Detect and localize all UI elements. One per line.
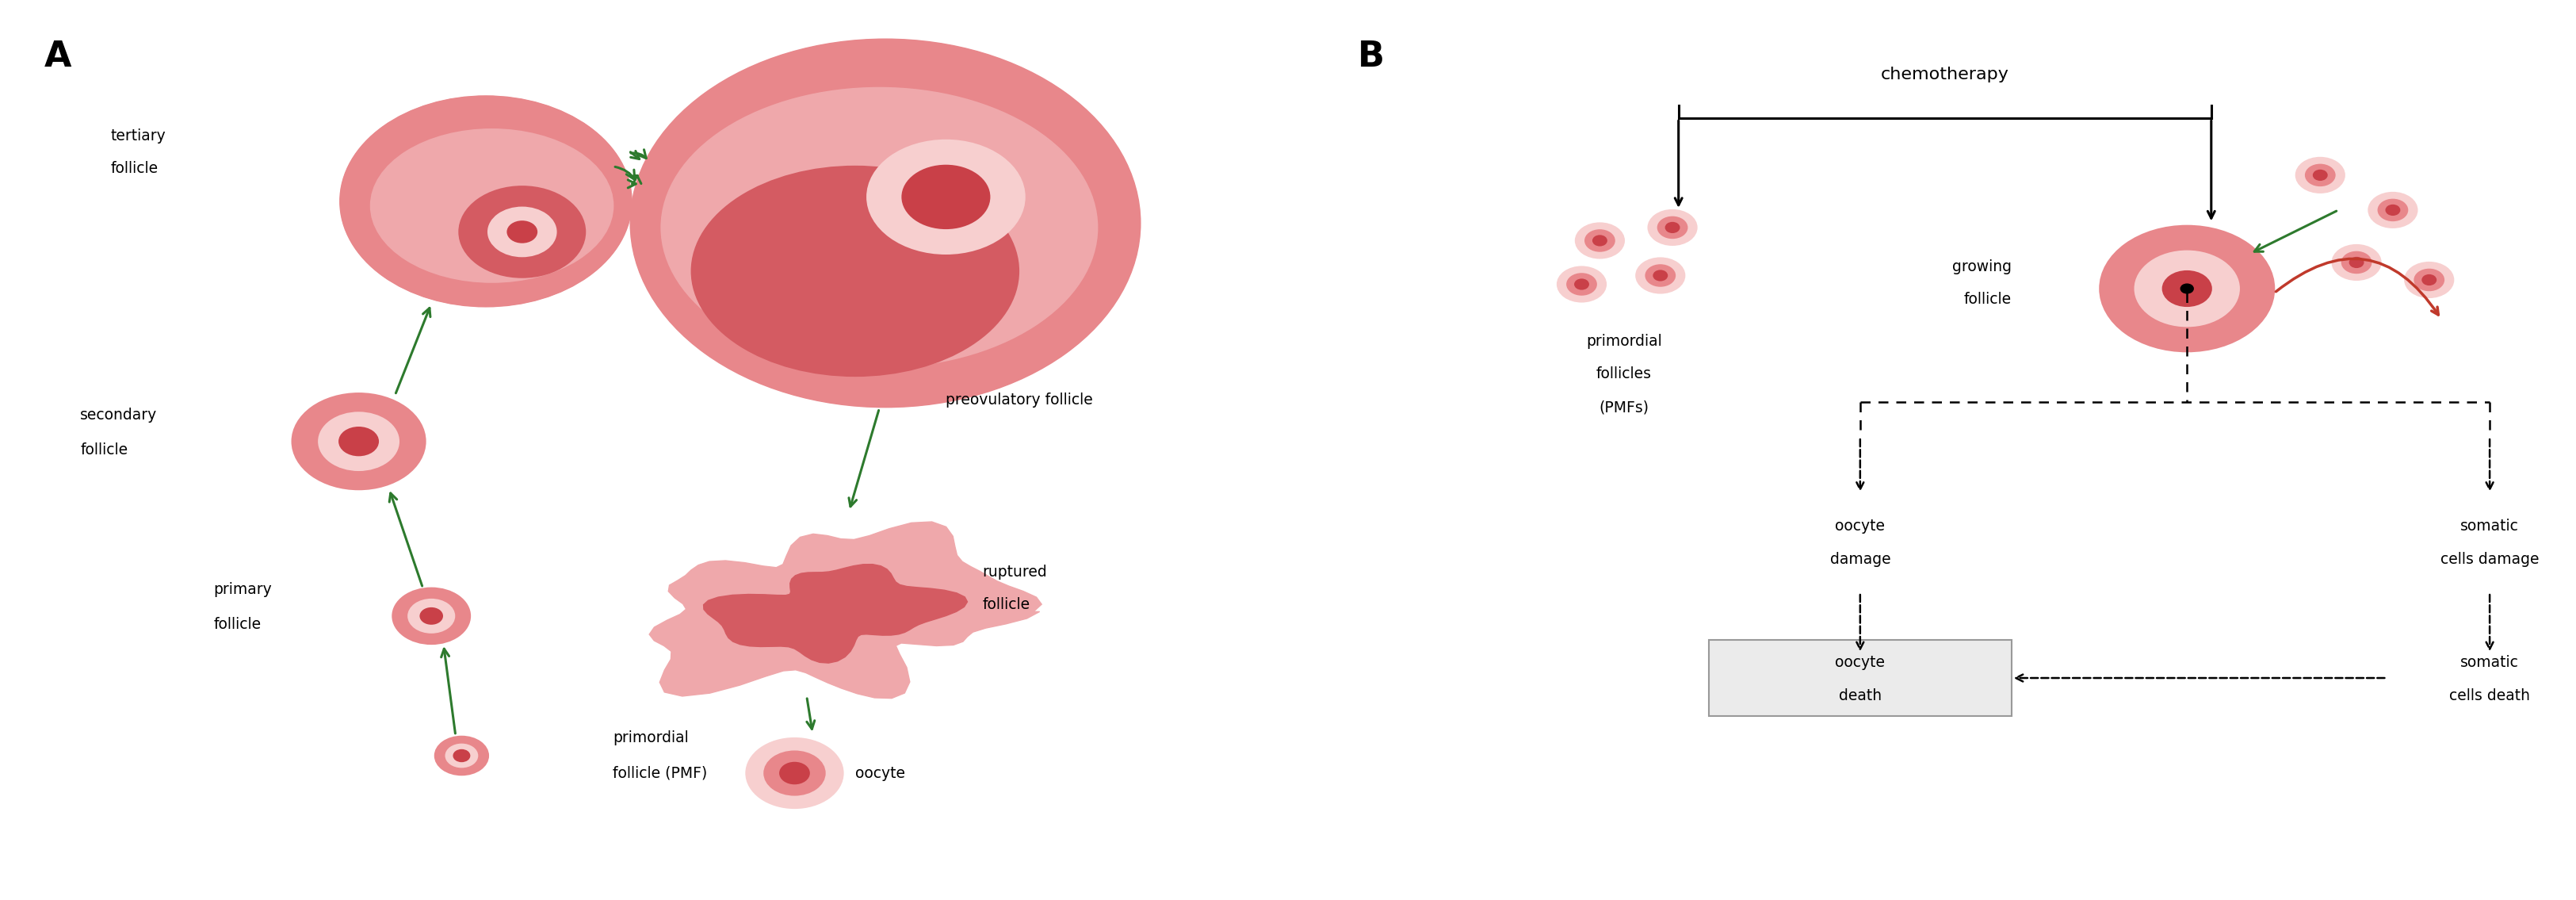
Circle shape [2099,226,2275,352]
Ellipse shape [690,166,1018,376]
Circle shape [291,393,425,490]
Text: (PMFs): (PMFs) [1600,400,1649,415]
Circle shape [392,588,469,643]
Circle shape [2182,284,2192,293]
Circle shape [1574,280,1589,289]
Text: oocyte: oocyte [1834,518,1886,534]
Circle shape [1566,274,1597,294]
Circle shape [1646,266,1674,286]
Circle shape [781,762,809,784]
Circle shape [453,750,469,761]
Polygon shape [649,522,1041,698]
Text: follicle (PMF): follicle (PMF) [613,766,708,780]
Circle shape [1654,271,1667,280]
Text: tertiary: tertiary [111,129,165,143]
Circle shape [902,166,989,229]
Circle shape [420,608,443,624]
Circle shape [319,412,399,470]
Circle shape [2331,245,2380,280]
Circle shape [2349,257,2362,267]
Text: primary: primary [214,582,273,598]
Text: cells damage: cells damage [2439,552,2540,567]
Circle shape [631,40,1139,407]
Circle shape [410,599,453,633]
Ellipse shape [662,88,1097,367]
Circle shape [1592,236,1607,246]
Circle shape [765,751,824,795]
Circle shape [2136,251,2239,326]
Text: ruptured: ruptured [981,565,1046,580]
Circle shape [2414,269,2445,291]
Text: cells death: cells death [2450,688,2530,703]
Text: A: A [44,40,72,74]
Circle shape [446,744,477,767]
Circle shape [2421,275,2437,284]
Circle shape [2378,200,2409,220]
Circle shape [1577,223,1623,258]
Text: oocyte: oocyte [855,766,904,780]
Text: follicle: follicle [80,443,129,458]
Polygon shape [703,564,969,663]
Text: follicle: follicle [214,617,260,633]
Circle shape [1636,258,1685,293]
Text: B: B [1358,40,1386,74]
Text: damage: damage [1829,552,1891,567]
Text: oocyte: oocyte [1834,654,1886,670]
Circle shape [2295,158,2344,193]
Circle shape [1667,222,1680,232]
Circle shape [507,221,536,242]
FancyArrowPatch shape [2277,258,2439,315]
Circle shape [340,427,379,455]
Circle shape [868,140,1025,254]
FancyArrowPatch shape [616,166,634,180]
Text: follicles: follicles [1597,366,1651,382]
Circle shape [1584,230,1615,251]
Circle shape [1558,266,1605,302]
FancyBboxPatch shape [1708,640,2012,716]
Circle shape [2313,170,2326,180]
Text: chemotherapy: chemotherapy [1880,67,2009,83]
Text: somatic: somatic [2460,518,2519,534]
Circle shape [2342,252,2370,273]
Text: secondary: secondary [80,408,157,423]
Text: somatic: somatic [2460,654,2519,670]
Text: preovulatory follicle: preovulatory follicle [945,392,1092,408]
Circle shape [489,207,556,256]
Circle shape [1659,217,1687,238]
Text: follicle: follicle [1963,292,2012,307]
Text: growing: growing [1953,259,2012,274]
Circle shape [1649,210,1698,245]
Text: follicle: follicle [981,597,1030,612]
Circle shape [2306,165,2334,185]
Circle shape [2385,205,2398,215]
Circle shape [747,738,842,808]
Text: follicle: follicle [111,160,157,176]
Circle shape [2164,271,2210,306]
Circle shape [2406,263,2452,297]
Text: primordial: primordial [1587,334,1662,348]
Circle shape [2370,193,2416,228]
Circle shape [340,96,631,306]
Ellipse shape [371,130,613,282]
Circle shape [435,736,489,775]
Text: death: death [1839,688,1880,703]
Text: primordial: primordial [613,731,688,746]
Circle shape [459,186,585,277]
